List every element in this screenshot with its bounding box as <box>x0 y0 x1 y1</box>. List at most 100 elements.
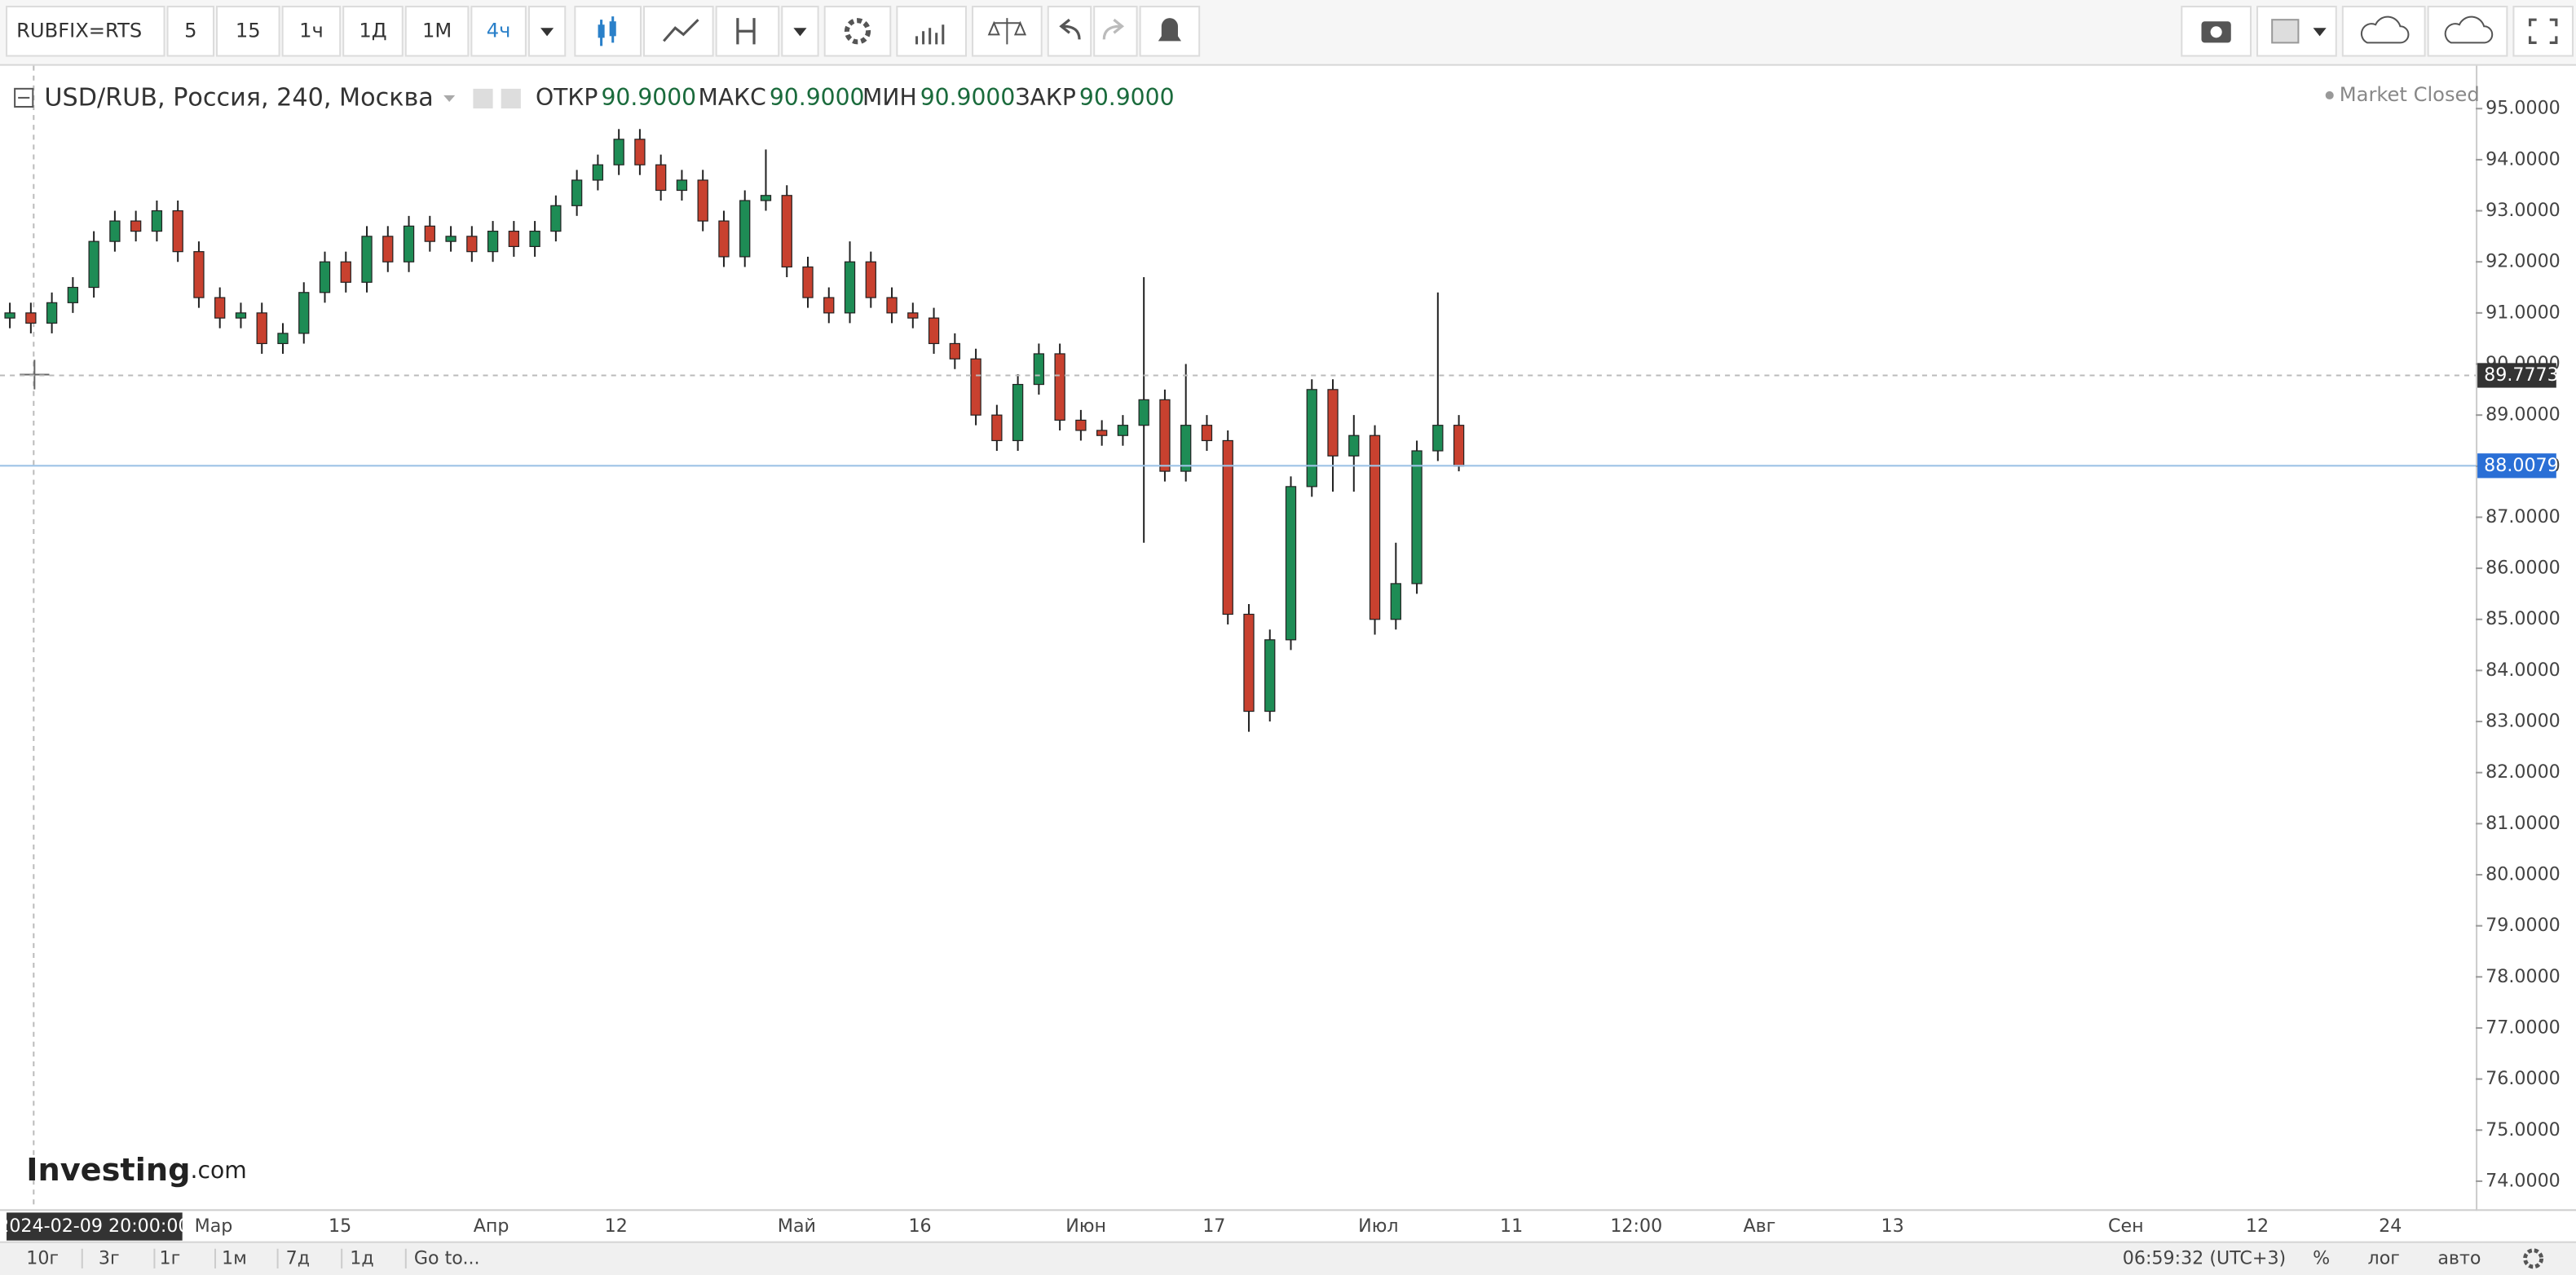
x-tick-label: 17 <box>1202 1215 1225 1237</box>
goto-btn[interactable]: Go to... <box>414 1247 480 1268</box>
candle-body <box>67 286 79 303</box>
candle-body <box>403 225 415 262</box>
y-tick-label: 76.0000 <box>2486 1068 2561 1089</box>
candle-body <box>1033 353 1045 386</box>
last-price-box <box>2477 453 2556 479</box>
symbol[interactable]: RUBFIX=RTS <box>16 19 142 42</box>
candle-body <box>172 210 183 253</box>
y-tick-label: 89.0000 <box>2486 404 2561 426</box>
range-btn[interactable]: 10г <box>26 1247 59 1268</box>
x-tick-label: 24 <box>2379 1215 2402 1237</box>
candle-body <box>4 312 15 319</box>
field-value: 90.9000 <box>1079 84 1175 111</box>
candle-body <box>697 179 708 222</box>
candle-body <box>886 297 898 314</box>
candle-body <box>1054 353 1065 421</box>
range-btn[interactable]: 1д <box>350 1247 373 1268</box>
symbol-box[interactable] <box>6 6 165 57</box>
interval-label[interactable]: 1ч <box>299 19 324 42</box>
y-tick-label: 91.0000 <box>2486 302 2561 323</box>
icon <box>2528 18 2558 45</box>
status-dot <box>2325 90 2334 99</box>
option-btn[interactable]: % <box>2313 1247 2330 1268</box>
interval-btn[interactable] <box>342 6 404 57</box>
interval-btn[interactable] <box>166 6 214 57</box>
candle-body <box>193 251 205 298</box>
logo: Investing.com <box>26 1152 246 1189</box>
interval-label[interactable]: 15 <box>236 19 261 42</box>
field-label: МАКС <box>699 84 766 111</box>
icon <box>2444 15 2494 44</box>
arrow <box>2313 28 2327 37</box>
bottom-settings[interactable] <box>2523 1248 2544 1269</box>
save-btn[interactable] <box>2427 6 2508 57</box>
legend-title[interactable]: USD/RUB, Россия, 240, Москва <box>44 83 433 112</box>
interval-label[interactable]: 1М <box>422 19 452 42</box>
x-tick-label: 11 <box>1500 1215 1523 1237</box>
x-tick-label: 12:00 <box>1610 1215 1662 1237</box>
legend-field: МИН 90.9000 <box>862 84 1015 111</box>
candle-body <box>1138 399 1149 426</box>
fullscreen-btn[interactable] <box>2512 6 2574 57</box>
range-btn[interactable]: 7д <box>286 1247 310 1268</box>
interval-label[interactable]: 5 <box>184 19 196 42</box>
candle-body <box>823 297 835 314</box>
icon <box>1102 18 1125 40</box>
interval-btn[interactable] <box>281 6 342 57</box>
y-tick-label: 95.0000 <box>2486 98 2561 119</box>
arrow <box>793 28 807 37</box>
candle-body <box>1411 450 1423 585</box>
range-btn[interactable]: 3г <box>99 1247 120 1268</box>
range-btn[interactable]: 1г <box>159 1247 180 1268</box>
candle-body <box>424 225 435 242</box>
y-tick-label: 78.0000 <box>2486 966 2561 987</box>
candle-body <box>1369 435 1381 620</box>
interval-btn[interactable] <box>404 6 470 57</box>
crosshair-time: 2024-02-09 20:00:00 <box>0 1215 190 1237</box>
option-btn[interactable]: авто <box>2437 1247 2481 1268</box>
candle-body <box>256 312 267 345</box>
icon <box>736 18 756 45</box>
candle-body <box>1096 430 1108 436</box>
candle-body <box>235 312 247 319</box>
candle-body <box>151 210 163 232</box>
candles-btn[interactable] <box>574 6 642 57</box>
candle-body <box>88 240 99 289</box>
field-value: 90.9000 <box>920 84 1016 111</box>
x-tick-label: Июн <box>1065 1215 1106 1237</box>
candle-body <box>361 236 373 283</box>
settings-btn[interactable] <box>823 6 892 57</box>
x-tick-label: Авг <box>1743 1215 1775 1237</box>
last-price: 88.0079 <box>2484 455 2559 476</box>
interval-label[interactable]: 4ч <box>487 19 511 42</box>
option-btn[interactable]: лог <box>2368 1247 2400 1268</box>
candle-body <box>1201 425 1213 442</box>
y-tick-label: 74.0000 <box>2486 1170 2561 1191</box>
load-btn[interactable] <box>2341 6 2426 57</box>
candle-body <box>1012 383 1024 442</box>
candle-body <box>487 231 499 253</box>
interval-btn[interactable] <box>216 6 280 57</box>
logo-suffix: .com <box>191 1157 247 1184</box>
icon <box>1059 18 1081 40</box>
candle-body <box>1348 435 1360 457</box>
candle-body <box>844 261 856 314</box>
candle-body <box>319 261 331 293</box>
icon <box>2271 19 2300 44</box>
candle-body <box>655 164 667 192</box>
x-tick-label: 16 <box>908 1215 931 1237</box>
candle-body <box>130 220 142 232</box>
collapse-btn[interactable] <box>14 87 34 108</box>
legend-icon <box>473 88 493 109</box>
range-btn[interactable]: 1м <box>222 1247 247 1268</box>
interval-label[interactable]: 1Д <box>359 19 386 42</box>
studies-btn[interactable] <box>896 6 968 57</box>
candle-body <box>613 139 624 165</box>
interval-btn[interactable] <box>470 6 527 57</box>
field-label: ЗАКР <box>1015 84 1075 111</box>
y-tick-label: 87.0000 <box>2486 506 2561 527</box>
y-tick-label: 82.0000 <box>2486 761 2561 783</box>
candle-body <box>1306 389 1317 488</box>
